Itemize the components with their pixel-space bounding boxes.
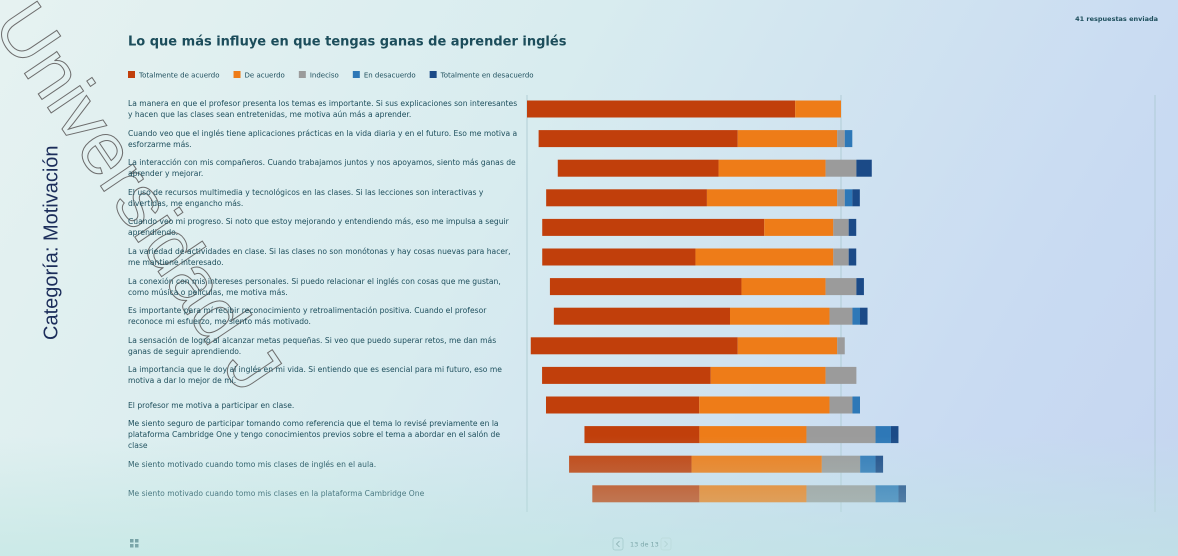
bar-segment — [825, 366, 857, 384]
bar-segment — [795, 100, 841, 118]
bar-segment — [730, 307, 830, 325]
row-label: Me siento motivado cuando tomo mis clase… — [128, 459, 377, 469]
bar-segment — [856, 159, 872, 177]
bar-segment — [856, 278, 864, 296]
row-label: La interacción con mis compañeros. Cuand… — [128, 158, 516, 179]
row-label: El profesor me motiva a participar en cl… — [128, 400, 295, 410]
bar-segment — [549, 278, 742, 296]
bar-segment — [710, 366, 826, 384]
bar-segment — [542, 218, 765, 236]
bar-segment — [691, 455, 822, 473]
bar-segment — [821, 455, 861, 473]
side-label: Categoría: Motivación — [40, 145, 62, 340]
bar-segment — [569, 455, 692, 473]
qr-icon[interactable] — [130, 539, 139, 548]
bar-segment — [829, 396, 853, 414]
bar-segment — [806, 485, 876, 503]
page-indicator: 13 de 13 — [630, 541, 659, 549]
bar-segment — [545, 396, 700, 414]
row-label: La variedad de actividades en clase. Si … — [128, 247, 511, 267]
bar-segment — [592, 485, 700, 503]
bar-segment — [546, 189, 707, 207]
bar-segment — [875, 455, 884, 473]
bar-segment — [699, 426, 807, 444]
bar-segment — [737, 130, 838, 148]
bar-segment — [844, 130, 853, 148]
row-label: Me siento motivado cuando tomo mis clase… — [128, 489, 425, 499]
bar-segment — [833, 248, 849, 266]
bar-segment — [542, 366, 711, 384]
legend-swatch — [128, 71, 135, 78]
bar-segment — [557, 159, 719, 177]
bar-segment — [718, 159, 826, 177]
bar-segment — [852, 396, 860, 414]
legend-label: De acuerdo — [245, 72, 285, 80]
bar-segment — [837, 130, 845, 148]
next-page[interactable] — [660, 537, 672, 551]
bar-segment — [844, 189, 853, 207]
legend-swatch — [429, 71, 437, 78]
bar-segment — [741, 278, 826, 296]
bar-segment — [875, 426, 891, 444]
legend-swatch — [352, 71, 360, 78]
row-label: La sensación de logro al alcanzar metas … — [128, 335, 497, 356]
bar-segment — [837, 337, 845, 355]
bar-segment — [875, 485, 899, 503]
bar-segment — [584, 426, 700, 444]
legend-swatch — [298, 71, 306, 78]
row-label: La manera en que el profesor presenta lo… — [128, 99, 518, 119]
bar-segment — [527, 100, 796, 118]
bar-segment — [706, 189, 838, 207]
bar-segment — [890, 426, 899, 444]
legend-label: Totalmente en desacuerdo — [440, 72, 534, 80]
bar-segment — [699, 485, 807, 503]
legend-swatch — [233, 71, 241, 78]
bar-segment — [829, 307, 853, 325]
bar-segment — [837, 189, 845, 207]
legend-label: Indeciso — [310, 72, 339, 80]
bar-segment — [860, 455, 876, 473]
row-label: La conexión con mis intereses personales… — [128, 276, 501, 297]
bar-segment — [833, 218, 849, 236]
row-label: La importancia que le doy al inglés en m… — [128, 365, 502, 386]
bar-segment — [553, 307, 731, 325]
bar-segment — [825, 278, 857, 296]
bar-segment — [530, 337, 738, 355]
bar-segment — [848, 218, 857, 236]
bar-segment — [848, 248, 857, 266]
prev-page[interactable] — [612, 537, 624, 551]
bar-segment — [806, 426, 876, 444]
bar-segment — [699, 396, 830, 414]
bar-segment — [825, 159, 857, 177]
row-label: Es importante para mí recibir reconocimi… — [128, 306, 487, 327]
bar-segment — [859, 307, 868, 325]
row-label: El uso de recursos multimedia y tecnológ… — [128, 187, 484, 208]
bar-segment — [852, 307, 860, 325]
response-count: 41 respuestas enviada — [1075, 15, 1158, 23]
row-label: Me siento seguro de participar tomando c… — [128, 419, 500, 451]
legend-label: En desacuerdo — [364, 72, 416, 80]
bar-segment — [898, 485, 906, 503]
bar-segment — [737, 337, 838, 355]
bar-segment — [542, 248, 696, 266]
bar-segment — [852, 189, 860, 207]
bar-segment — [695, 248, 834, 266]
bar-segment — [538, 130, 738, 148]
row-label: Cuando veo mi progreso. Si noto que esto… — [128, 217, 509, 238]
bar-segment — [764, 218, 834, 236]
legend-label: Totalmente de acuerdo — [138, 72, 220, 80]
chart-title: Lo que más influye en que tengas ganas d… — [128, 35, 567, 50]
row-label: Cuando veo que el inglés tiene aplicacio… — [128, 128, 518, 149]
